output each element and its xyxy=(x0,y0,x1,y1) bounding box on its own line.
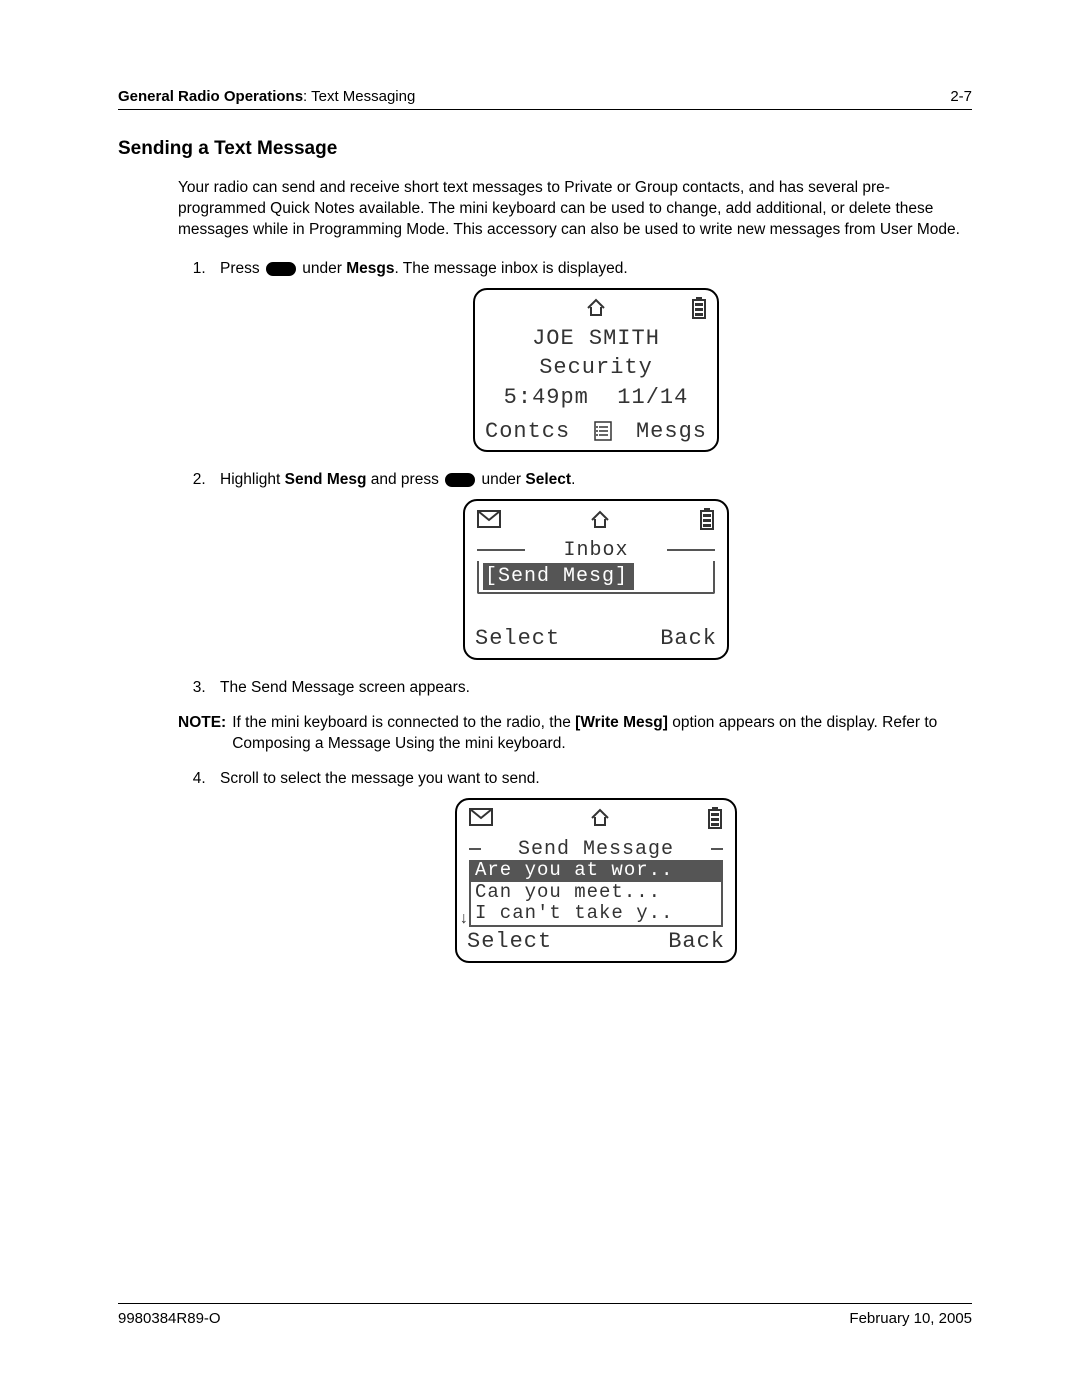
softkey-left: Contcs xyxy=(485,417,570,447)
battery-icon xyxy=(691,297,707,319)
contact-name: JOE SMITH xyxy=(485,324,707,354)
inbox-listbox: [Send Mesg] xyxy=(477,561,715,594)
list-item: Are you at wor.. xyxy=(471,860,721,882)
send-mesg-item: [Send Mesg] xyxy=(483,563,634,590)
chapter-bold: General Radio Operations xyxy=(118,88,303,105)
softkey-pill-icon xyxy=(266,262,296,276)
note-block: NOTE: If the mini keyboard is connected … xyxy=(178,713,972,755)
step-3: The Send Message screen appears. xyxy=(210,678,972,699)
inbox-label: Inbox xyxy=(475,537,717,561)
battery-icon xyxy=(699,508,715,530)
page-number: 2-7 xyxy=(950,88,972,105)
radio-screen-inbox: JOE SMITH Security 5:49pm 11/14 Contcs M… xyxy=(473,288,719,453)
menu-icon xyxy=(594,417,612,447)
softkey-right: Back xyxy=(660,624,717,654)
step-1: Press under Mesgs. The message inbox is … xyxy=(210,259,972,453)
scroll-down-icon: ↓ xyxy=(459,911,470,927)
radio-screen-message-list: Send Message Are you at wor.. Can you me… xyxy=(455,798,737,963)
chapter-rest: : Text Messaging xyxy=(303,88,415,105)
step-list-cont: Scroll to select the message you want to… xyxy=(210,769,972,963)
radio-screen-send-mesg: Inbox [Send Mesg] Select Back xyxy=(463,499,729,660)
softkey-pill-icon xyxy=(445,473,475,487)
list-item: Can you meet... xyxy=(471,882,721,904)
home-icon xyxy=(585,297,607,318)
home-icon xyxy=(589,807,611,828)
list-item: I can't take y.. xyxy=(471,903,721,925)
step-4: Scroll to select the message you want to… xyxy=(210,769,972,963)
battery-icon xyxy=(707,807,723,829)
chapter-title: General Radio Operations: Text Messaging xyxy=(118,88,415,105)
softkey-left: Select xyxy=(475,624,560,654)
message-listbox: Are you at wor.. Can you meet... I can't… xyxy=(469,860,723,928)
softkey-left: Select xyxy=(467,927,552,957)
envelope-icon xyxy=(477,509,501,530)
doc-date: February 10, 2005 xyxy=(849,1310,972,1327)
softkey-right: Back xyxy=(668,927,725,957)
intro-paragraph: Your radio can send and receive short te… xyxy=(178,178,972,241)
softkey-right: Mesgs xyxy=(636,417,707,447)
step-2: Highlight Send Mesg and press under Sele… xyxy=(210,470,972,660)
send-message-label: Send Message xyxy=(467,836,725,860)
step-list: Press under Mesgs. The message inbox is … xyxy=(210,259,972,699)
note-label: NOTE: xyxy=(178,713,226,755)
home-icon xyxy=(589,509,611,530)
page-header: General Radio Operations: Text Messaging… xyxy=(118,88,972,105)
section-heading: Sending a Text Message xyxy=(118,138,972,160)
doc-number: 9980384R89-O xyxy=(118,1310,221,1327)
contact-role: Security xyxy=(485,353,707,383)
footer-rule xyxy=(118,1303,972,1304)
header-rule xyxy=(118,109,972,110)
envelope-icon xyxy=(469,807,493,828)
page-footer: 9980384R89-O February 10, 2005 xyxy=(118,1303,972,1327)
time-date: 5:49pm 11/14 xyxy=(485,383,707,413)
